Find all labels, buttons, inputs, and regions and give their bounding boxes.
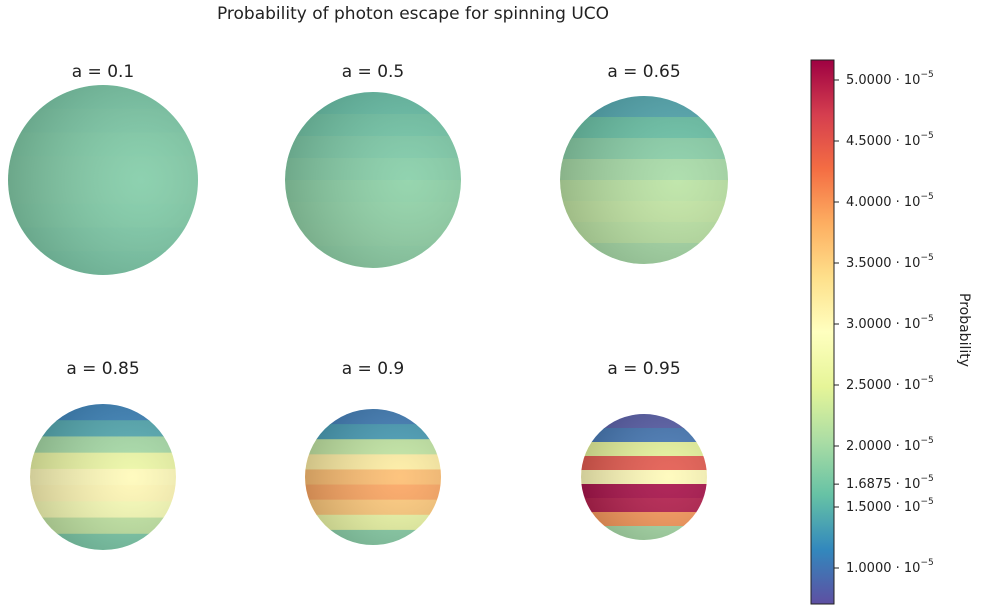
panel-title: a = 0.5 <box>342 62 405 82</box>
colorbar-tick-label: 3.0000 · 10−5 <box>846 314 934 332</box>
sphere-shading <box>560 96 728 264</box>
panel-title: a = 0.65 <box>607 62 680 82</box>
panel-title: a = 0.9 <box>342 359 405 379</box>
sphere-shading <box>8 85 198 275</box>
tick-mantissa: 4.0000 · 10 <box>846 195 920 210</box>
tick-mantissa: 3.0000 · 10 <box>846 317 920 332</box>
tick-mantissa: 4.5000 · 10 <box>846 134 920 149</box>
panel-title: a = 0.85 <box>66 359 139 379</box>
sphere-shading <box>581 414 707 540</box>
tick-exponent: −5 <box>920 131 933 141</box>
sphere-shading <box>30 404 176 550</box>
tick-exponent: −5 <box>920 436 933 446</box>
panel-title: a = 0.95 <box>607 359 680 379</box>
tick-mantissa: 1.5000 · 10 <box>846 500 920 515</box>
sphere <box>581 414 707 540</box>
tick-mantissa: 1.0000 · 10 <box>846 561 920 576</box>
colorbar-tick-label: 1.6875 · 10−5 <box>846 474 934 492</box>
tick-mantissa: 1.6875 · 10 <box>846 477 920 492</box>
tick-mantissa: 5.0000 · 10 <box>846 73 920 88</box>
colorbar-tick-label: 1.5000 · 10−5 <box>846 497 934 515</box>
tick-exponent: −5 <box>920 558 933 568</box>
colorbar-tick-label: 1.0000 · 10−5 <box>846 558 934 576</box>
sphere <box>305 409 441 545</box>
tick-exponent: −5 <box>920 253 933 263</box>
panel-title: a = 0.1 <box>72 62 135 82</box>
tick-exponent: −5 <box>920 474 933 484</box>
colorbar-tick-label: 2.0000 · 10−5 <box>846 436 934 454</box>
sphere <box>30 404 176 550</box>
tick-mantissa: 2.5000 · 10 <box>846 378 920 393</box>
sphere-shading <box>285 92 461 268</box>
tick-exponent: −5 <box>920 192 933 202</box>
colorbar-tick-label: 2.5000 · 10−5 <box>846 375 934 393</box>
tick-mantissa: 2.0000 · 10 <box>846 439 920 454</box>
colorbar-tick-label: 3.5000 · 10−5 <box>846 253 934 271</box>
sphere <box>8 85 198 275</box>
tick-exponent: −5 <box>920 70 933 80</box>
tick-exponent: −5 <box>920 497 933 507</box>
colorbar-tick-label: 4.0000 · 10−5 <box>846 192 934 210</box>
tick-exponent: −5 <box>920 314 933 324</box>
colorbar <box>810 59 835 605</box>
sphere <box>285 92 461 268</box>
colorbar-tick-label: 5.0000 · 10−5 <box>846 70 934 88</box>
tick-mantissa: 3.5000 · 10 <box>846 256 920 271</box>
chart-title: Probability of photon escape for spinnin… <box>217 4 609 24</box>
sphere-shading <box>305 409 441 545</box>
colorbar-tick-label: 4.5000 · 10−5 <box>846 131 934 149</box>
tick-exponent: −5 <box>920 375 933 385</box>
sphere <box>560 96 728 264</box>
colorbar-label: Probability <box>956 293 972 367</box>
